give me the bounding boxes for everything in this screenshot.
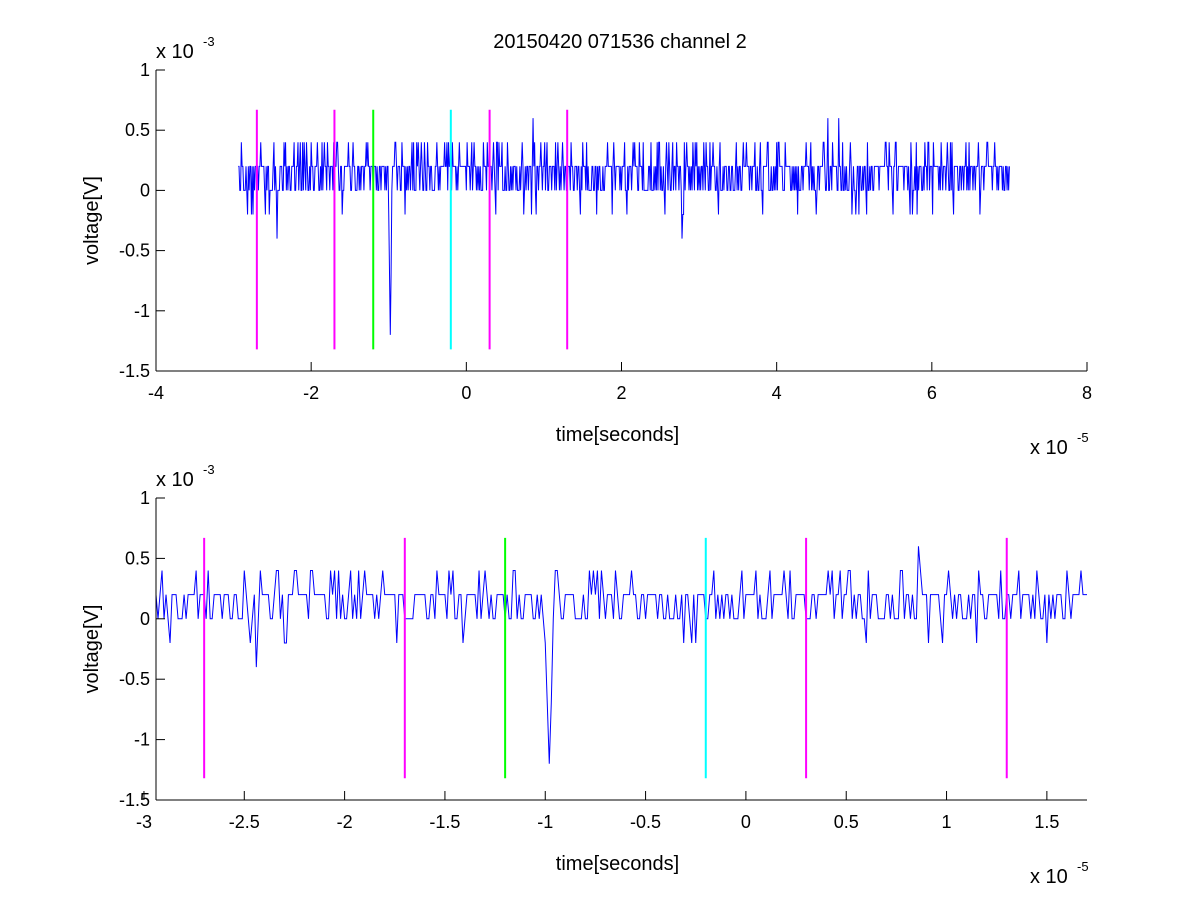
x-tick-label: 0	[461, 383, 471, 403]
plots: -4 -2 0 2 4 6 8 -1.5 -1 -0.5 0 0.5 1 time[seconds] vol…	[81, 34, 1092, 888]
x-tick-label: 6	[927, 383, 937, 403]
y-tick-label: -1.5	[119, 361, 150, 381]
signal-trace	[156, 546, 1087, 764]
x-tick-label: -0.5	[630, 812, 661, 832]
x-axis-label: time[seconds]	[556, 424, 679, 446]
y-exponent-power: -3	[203, 462, 215, 477]
y-tick-label: -0.5	[119, 241, 150, 261]
x-exponent-label: x 10	[1030, 866, 1068, 888]
x-tick-label: 1	[942, 812, 952, 832]
y-exponent-label: x 10	[156, 469, 194, 491]
y-exponent-label: x 10	[156, 41, 194, 63]
y-axis-label: voltage[V]	[81, 605, 103, 694]
x-tick-label: 4	[772, 383, 782, 403]
y-tick-label: -1	[134, 301, 150, 321]
y-tick-label: 0.5	[125, 548, 150, 568]
y-axis-label: voltage[V]	[81, 176, 103, 265]
x-tick-label: -2	[303, 383, 319, 403]
x-tick-label: -4	[148, 383, 164, 403]
y-tick-label: 0.5	[125, 120, 150, 140]
x-exponent-power: -5	[1077, 859, 1089, 874]
y-tick-label: -1.5	[119, 790, 150, 810]
y-tick-label: 0	[140, 609, 150, 629]
subplot-2: -3 -2.5 -2 -1.5 -1 -0.5 0 0.5 1 1.5 -1.5 -1 -0.5 0 0.5…	[81, 462, 1089, 888]
x-tick-label: -1	[537, 812, 553, 832]
x-tick-label: 0	[741, 812, 751, 832]
figure-title: 20150420 071536 channel 2	[493, 31, 747, 53]
x-tick-label: -2	[337, 812, 353, 832]
y-exponent-power: -3	[203, 34, 215, 49]
x-axis-label: time[seconds]	[556, 853, 679, 875]
x-exponent-label: x 10	[1030, 437, 1068, 459]
x-tick-label: 2	[616, 383, 626, 403]
x-tick-label: -1.5	[429, 812, 460, 832]
signal-trace	[238, 118, 1010, 335]
x-tick-label: -2.5	[229, 812, 260, 832]
y-tick-label: -1	[134, 730, 150, 750]
y-tick-label: 1	[140, 488, 150, 508]
y-tick-label: -0.5	[119, 669, 150, 689]
x-exponent-power: -5	[1077, 430, 1089, 445]
x-tick-label: -3	[136, 812, 152, 832]
x-tick-label: 8	[1082, 383, 1092, 403]
y-tick-label: 0	[140, 180, 150, 200]
y-tick-label: 1	[140, 60, 150, 80]
x-tick-label: 1.5	[1034, 812, 1059, 832]
x-tick-label: 0.5	[834, 812, 859, 832]
subplot-1: -4 -2 0 2 4 6 8 -1.5 -1 -0.5 0 0.5 1 time[seconds] vol…	[81, 34, 1092, 459]
